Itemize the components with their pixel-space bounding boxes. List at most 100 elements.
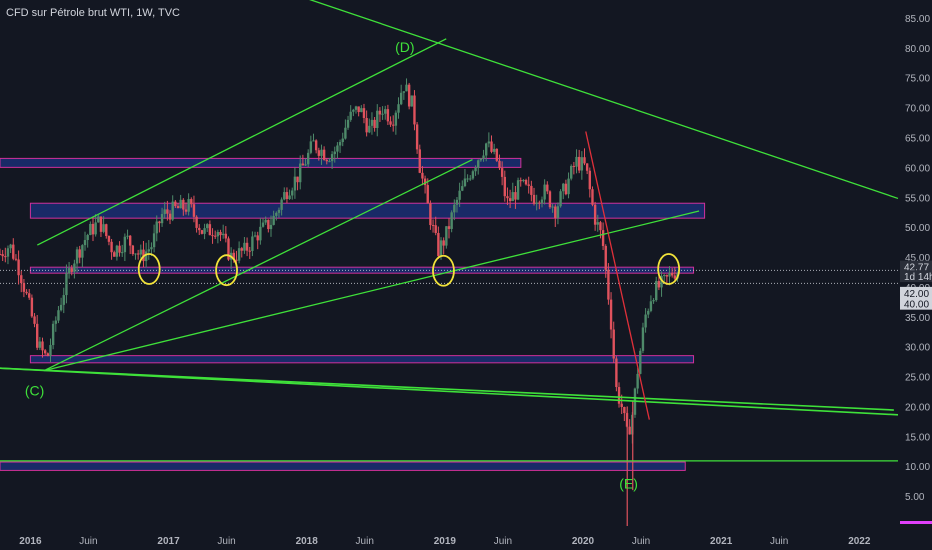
candle-body [461,186,464,191]
price-candles [0,78,679,526]
candle-body [336,145,339,152]
candle-body [365,117,368,133]
y-tick-label: 35.00 [905,313,930,324]
trendline-upper-channel [37,38,447,246]
candle-body [636,373,639,389]
candle-body [575,156,578,167]
candle-body [423,178,427,186]
candle-body [227,238,230,260]
candle-body [596,222,599,225]
candle-body [163,209,166,215]
candle-body [192,204,196,217]
candle-body [341,138,344,143]
candle-body [144,251,148,262]
price-tag-label-2: 42.00 [904,289,929,300]
y-tick-label: 80.00 [905,44,930,55]
candle-body [30,297,34,317]
candle-body [477,160,480,168]
candle-body [134,253,137,255]
trendline-crash-line [585,131,650,420]
wave-annotations: (D) (C) (E) [25,39,638,491]
candle-body [354,106,358,110]
y-tick-label: 25.00 [905,373,930,384]
x-tick-label: 2017 [157,536,180,547]
candle-body [641,327,645,351]
candle-body [439,240,443,257]
price-tag-bg-3 [900,297,932,310]
candle-body [264,219,267,223]
candle-body [97,216,100,223]
candle-body [221,233,225,236]
candle-body [413,95,416,125]
candle-body [49,345,52,356]
candle-body [14,258,18,260]
candle-body [105,224,108,236]
candle-body [567,178,570,195]
candle-body [293,176,297,191]
candle-body [269,224,273,230]
candle-body [33,316,36,324]
candle-body [237,248,241,261]
candle-body [437,232,440,257]
candle-body [75,249,79,264]
candle-body [593,204,597,225]
candle-body [663,274,666,276]
candle-body [65,273,68,296]
x-tick-label: 2022 [848,536,871,547]
candle-body [73,263,76,272]
candle-body [51,323,55,346]
candle-body [601,230,605,246]
time-axis[interactable]: 2016 Juin 2017 Juin 2018 Juin 2019 Juin 2020 Juin… [19,536,871,547]
candle-body [445,226,448,246]
candle-body [450,212,453,229]
candle-body [136,253,140,255]
highlight-circle-2 [432,254,455,287]
candle-body [78,249,81,258]
candle-body [121,252,124,254]
candle-body [384,109,387,114]
candle-body [296,176,299,183]
candle-body [126,235,129,237]
candle-body [283,192,286,200]
x-tick-label: Juin [217,536,235,547]
y-tick-label: 60.00 [905,163,930,174]
x-tick-label: 2016 [19,536,42,547]
wave-label-2: (E) [619,475,638,491]
candle-body [402,91,406,93]
candle-body [139,249,143,255]
candle-body [219,231,222,236]
candle-body [516,180,520,200]
candle-body [479,158,483,161]
candle-body [320,149,323,156]
candle-body [158,221,161,224]
candle-body [91,223,95,235]
candle-body [81,245,84,258]
candle-body [190,199,193,205]
candle-body [469,178,472,180]
candle-body [110,241,113,253]
x-tick-label: 2018 [296,536,319,547]
candle-body [503,176,506,197]
chart-title: CFD sur Pétrole brut WTI, 1W, TVC [6,7,180,19]
candle-body [83,240,87,246]
candle-body [285,192,289,199]
candle-body [187,199,190,212]
candle-body [357,106,360,113]
candle-body [208,224,212,236]
candle-body [538,202,541,204]
y-tick-label: 70.00 [905,104,930,115]
y-tick-label: 45.00 [905,253,930,264]
candle-body [176,206,180,209]
price-tag-bg-2 [900,286,932,299]
candle-body [179,199,182,209]
candle-body [484,143,488,156]
candle-body [360,108,363,113]
y-tick-label: 15.00 [905,432,930,443]
candle-body [530,185,533,195]
candle-body [235,259,238,261]
candle-body [1,254,4,257]
candle-body [309,141,313,153]
